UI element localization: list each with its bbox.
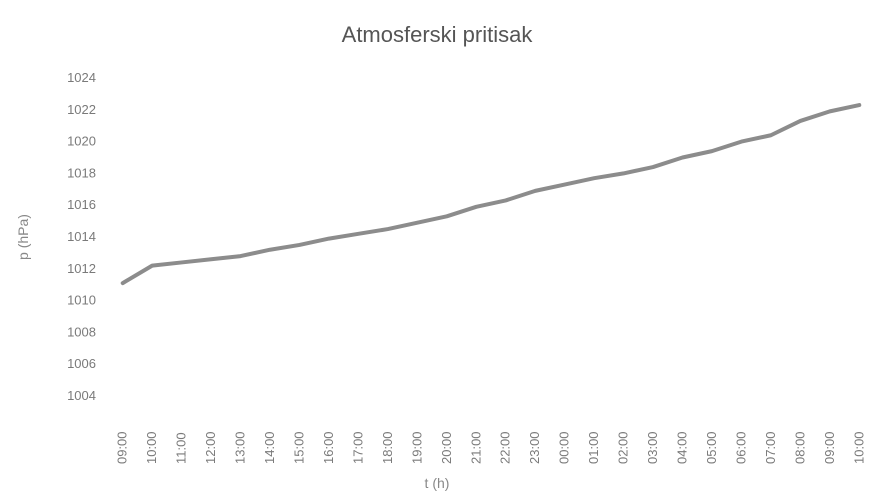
x-tick-label: 15:00: [292, 431, 307, 464]
line: [120, 103, 862, 286]
y-tick-label: 1014: [67, 229, 96, 244]
x-tick-label: 07:00: [763, 431, 778, 464]
y-tick-label: 1018: [67, 165, 96, 180]
x-tick-label: 16:00: [321, 431, 336, 464]
x-tick-label: 08:00: [792, 431, 807, 464]
x-tick-label: 09:00: [822, 431, 837, 464]
x-tick-label: 10:00: [144, 431, 159, 464]
y-tick-label: 1020: [67, 134, 96, 149]
x-tick-label: 09:00: [115, 431, 130, 464]
y-axis-label: p (hPa): [15, 214, 31, 260]
x-tick-label: 00:00: [557, 431, 572, 464]
y-tick-label: 1004: [67, 388, 96, 403]
x-tick-label: 22:00: [498, 431, 513, 464]
x-tick-label: 11:00: [174, 432, 189, 464]
x-tick-label: 03:00: [645, 431, 660, 464]
x-tick-label: 14:00: [262, 431, 277, 464]
chart-title: Atmosferski pritisak: [342, 22, 534, 47]
y-tick-label: 1024: [67, 70, 96, 85]
x-tick-label: 02:00: [616, 431, 631, 464]
x-tick-label: 04:00: [675, 431, 690, 464]
y-tick-label: 1008: [67, 324, 96, 339]
x-tick-label: 20:00: [439, 431, 454, 464]
x-tick-label: 19:00: [409, 431, 424, 464]
y-tick-label: 1006: [67, 356, 96, 371]
x-tick-label: 10:00: [851, 431, 866, 464]
x-tick-label: 13:00: [233, 431, 248, 464]
x-tick-label: 01:00: [586, 431, 601, 464]
y-tick-label: 1012: [67, 261, 96, 276]
x-tick-label: 05:00: [704, 431, 719, 464]
x-tick-label: 18:00: [380, 431, 395, 464]
x-tick-label: 12:00: [203, 431, 218, 464]
y-tick-label: 1010: [67, 293, 96, 308]
x-tick-label: 23:00: [527, 431, 542, 464]
x-tick-label: 06:00: [733, 431, 748, 464]
y-tick-label: 1016: [67, 197, 96, 212]
x-tick-label: 21:00: [468, 431, 483, 464]
x-axis-label: t (h): [425, 475, 450, 491]
x-tick-label: 17:00: [350, 431, 365, 464]
y-tick-label: 1022: [67, 102, 96, 117]
